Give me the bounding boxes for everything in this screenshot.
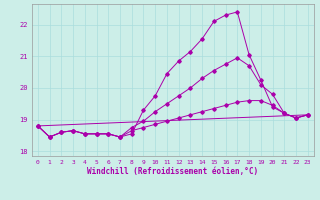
X-axis label: Windchill (Refroidissement éolien,°C): Windchill (Refroidissement éolien,°C): [87, 167, 258, 176]
